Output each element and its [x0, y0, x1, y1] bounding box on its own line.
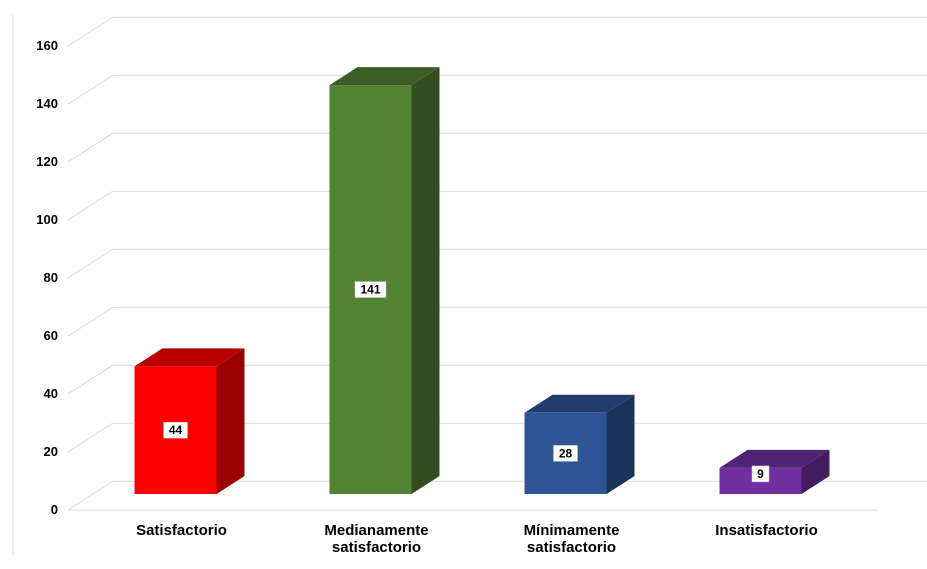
y-tick-label: 20	[44, 444, 58, 459]
y-tick-label: 100	[36, 212, 58, 227]
x-tick-label: Insatisfactorio	[715, 522, 818, 539]
data-label-box	[751, 465, 770, 483]
gridline-depth	[67, 132, 114, 163]
data-label: 28	[559, 446, 573, 460]
data-label-box	[163, 421, 188, 439]
bar-2: 141	[329, 67, 440, 494]
data-label-box	[354, 281, 387, 298]
x-tick-label: Mínimamente satisfactorio	[524, 522, 620, 556]
y-tick-label: 120	[36, 154, 58, 169]
gridline-depth	[67, 364, 114, 395]
y-tick-label: 80	[44, 270, 58, 285]
bar-3: 28	[524, 394, 635, 494]
bar-top	[719, 449, 830, 468]
gridline-depth	[67, 16, 114, 47]
bars: 44 141 28 9	[134, 67, 830, 494]
x-tick-label: Medianamente satisfactorio	[324, 522, 428, 556]
data-label: 44	[169, 423, 183, 437]
bar-side	[606, 394, 635, 494]
gridline-depth	[67, 248, 114, 279]
bar-4: 9	[719, 449, 830, 494]
gridline-depth	[67, 422, 114, 453]
y-tick-label: 0	[51, 502, 58, 517]
y-tick-label: 60	[44, 328, 58, 343]
data-label-box	[553, 445, 578, 462]
bar-top	[524, 394, 635, 413]
bar-side	[801, 449, 830, 494]
x-axis-labels: Satisfactorio Medianamente satisfactorio Mí…	[136, 522, 818, 556]
data-label: 141	[360, 283, 380, 297]
gridline-depth	[67, 190, 114, 221]
y-tick-label: 140	[36, 96, 58, 111]
x-tick-label: Satisfactorio	[136, 522, 227, 539]
bar-side	[216, 348, 245, 494]
bar-1: 44	[134, 348, 245, 494]
gridline-depth	[67, 480, 114, 511]
data-label: 9	[757, 467, 764, 481]
y-tick-label: 40	[44, 386, 58, 401]
gridline-depth	[67, 306, 114, 337]
gridlines	[67, 16, 927, 511]
y-axis: 0 20 40 60 80 100 120 140 160	[12, 15, 58, 555]
y-tick-label: 160	[36, 38, 58, 53]
bar-top	[329, 67, 440, 86]
gridline-depth	[67, 74, 114, 105]
bar-top	[134, 348, 245, 367]
bar-side	[411, 67, 440, 494]
